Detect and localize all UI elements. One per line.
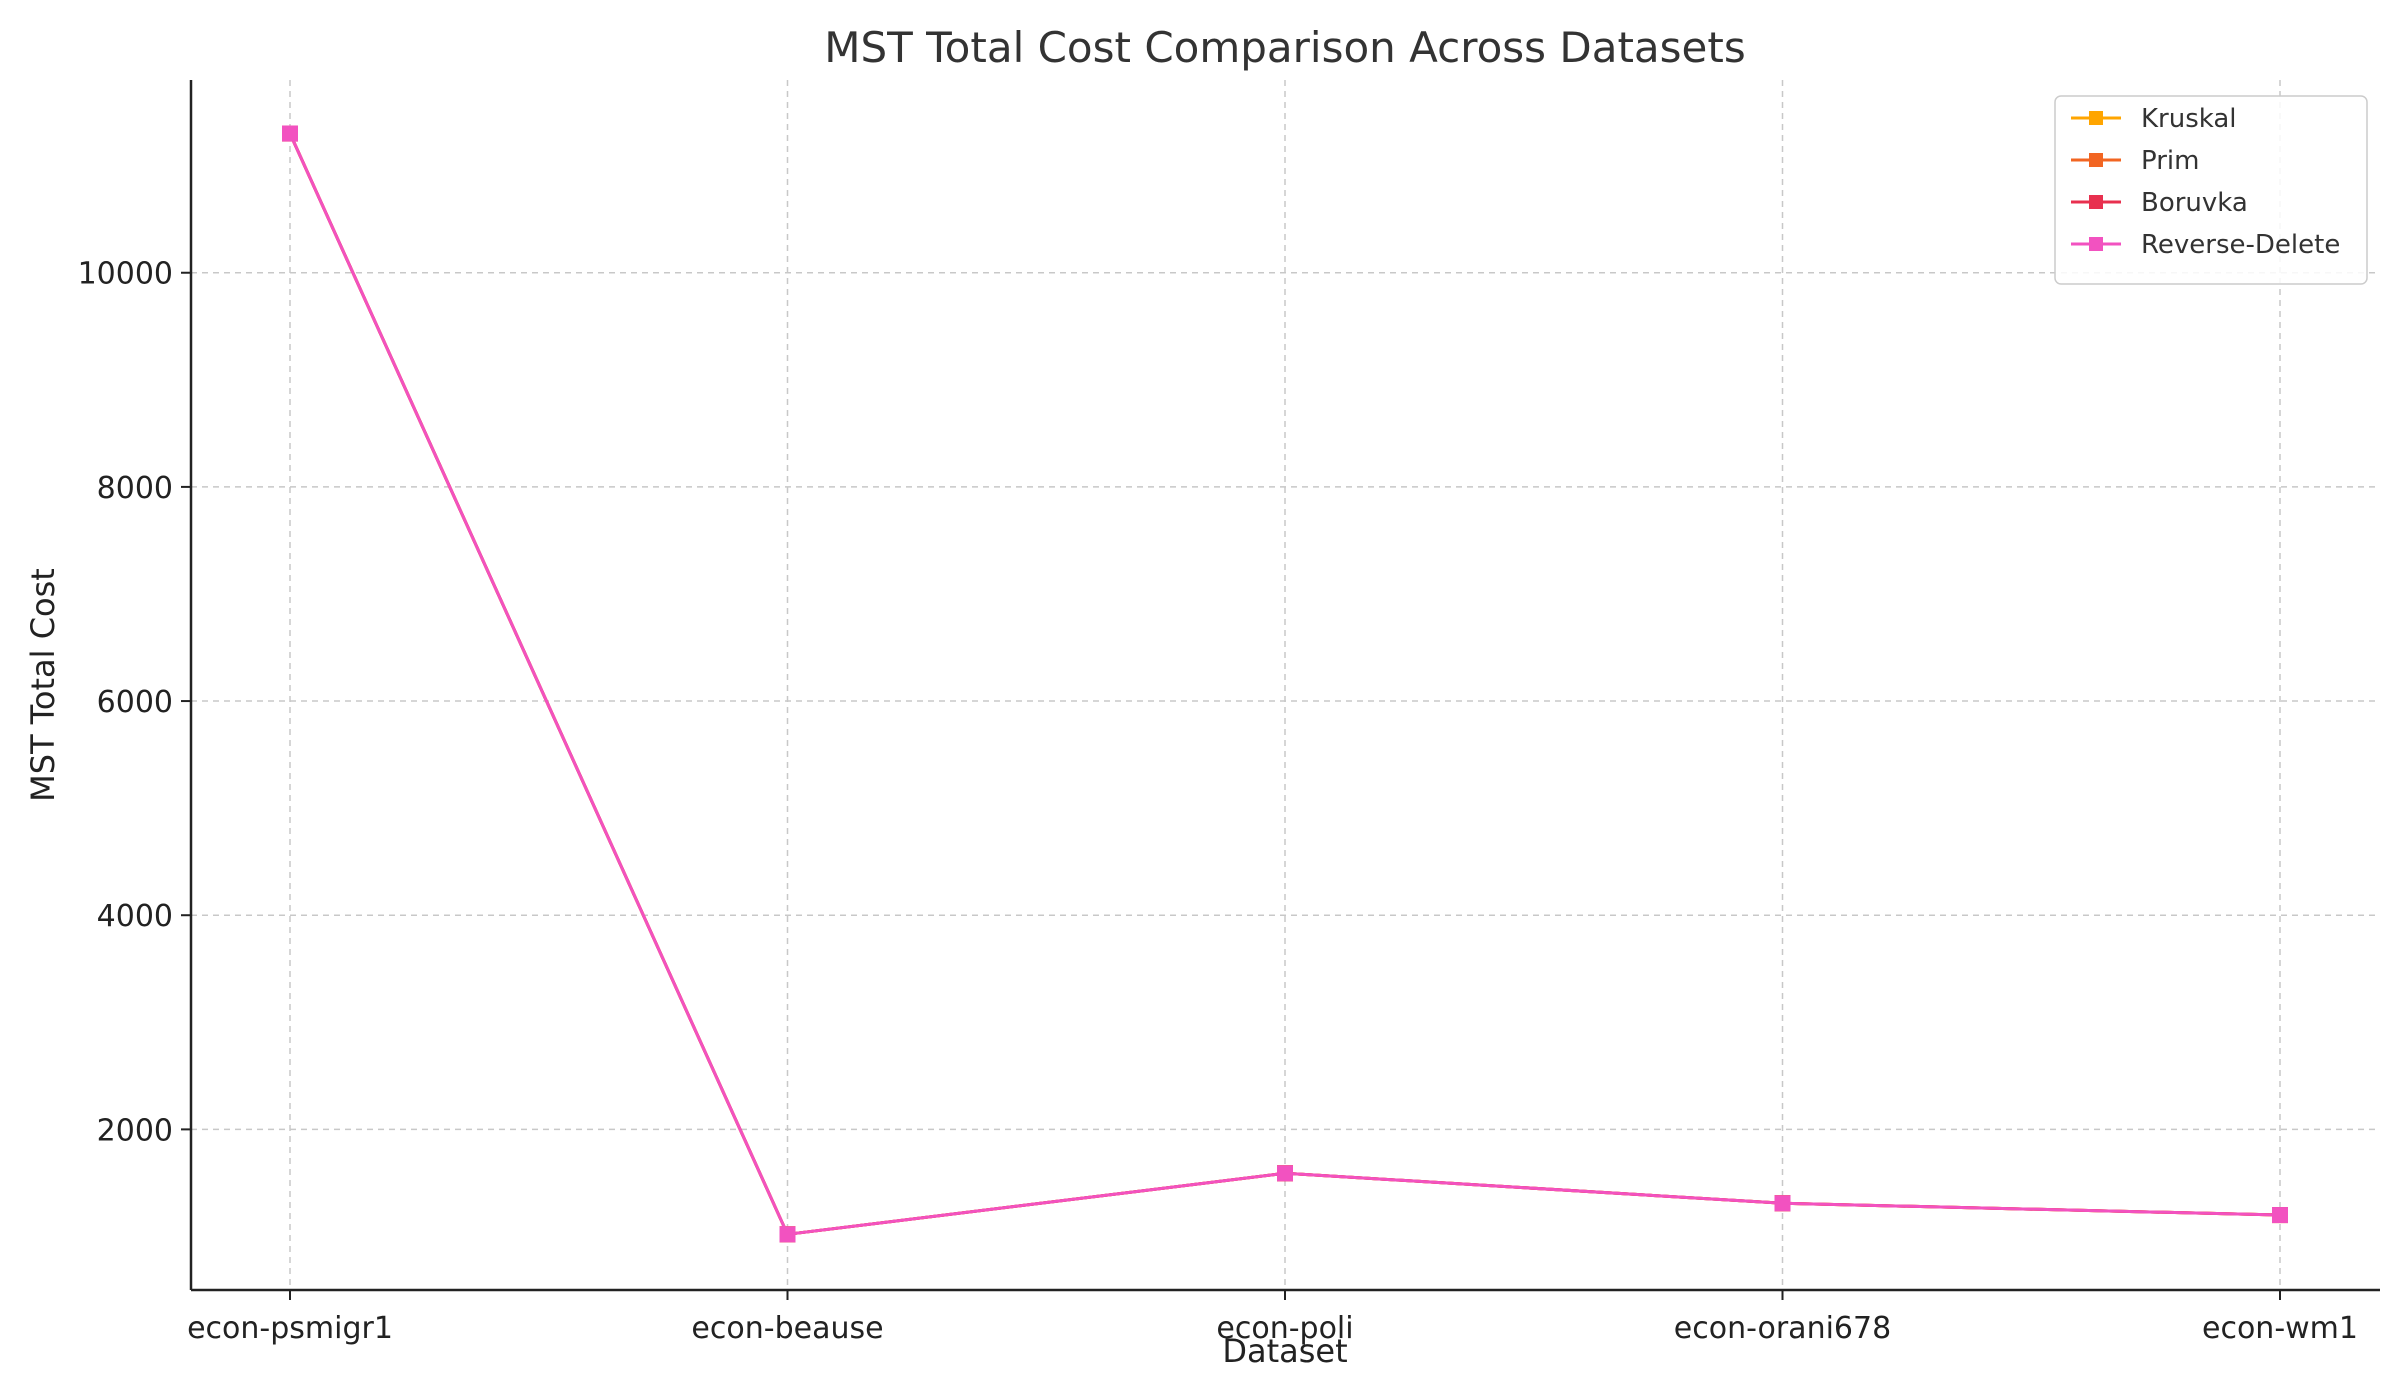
series-line bbox=[288, 132, 2281, 1236]
x-tick-label: econ-psmigr1 bbox=[187, 1311, 393, 1346]
data-point bbox=[2272, 1207, 2288, 1224]
data-point bbox=[1774, 1195, 1791, 1212]
series-line bbox=[288, 132, 2281, 1236]
legend-item: Reverse-Delete bbox=[2071, 230, 2340, 260]
x-tick-label: econ-orani678 bbox=[1674, 1311, 1891, 1346]
y-tick-label: 4000 bbox=[97, 899, 173, 934]
legend: Kruskal Prim Boruvka Reverse-Delete bbox=[2054, 95, 2368, 285]
legend-item: Prim bbox=[2071, 146, 2199, 176]
series-line bbox=[288, 132, 2281, 1236]
grid-layer bbox=[191, 80, 2380, 1290]
series-layer bbox=[282, 125, 2288, 1243]
y-tick-label: 8000 bbox=[97, 471, 173, 506]
x-axis-label: Dataset bbox=[1222, 1332, 1347, 1370]
y-tick-label: 6000 bbox=[97, 685, 173, 720]
axes-layer: econ-psmigr1 econ-beause econ-poli econ-ora… bbox=[78, 80, 2380, 1346]
series-reverse-delete bbox=[282, 125, 2288, 1243]
data-point bbox=[282, 125, 298, 142]
legend-marker bbox=[2089, 195, 2103, 209]
x-tick-label: econ-wm1 bbox=[2202, 1311, 2358, 1346]
legend-label: Boruvka bbox=[2141, 188, 2248, 218]
legend-item: Kruskal bbox=[2071, 104, 2237, 134]
legend-marker bbox=[2089, 111, 2103, 125]
legend-label: Kruskal bbox=[2141, 104, 2237, 134]
legend-marker bbox=[2089, 153, 2103, 167]
y-axis-label: MST Total Cost bbox=[24, 568, 62, 802]
data-point bbox=[779, 1226, 796, 1243]
legend-item: Boruvka bbox=[2071, 188, 2248, 218]
legend-label: Prim bbox=[2141, 146, 2199, 176]
y-tick-label: 10000 bbox=[78, 257, 173, 292]
y-tick-label: 2000 bbox=[97, 1113, 173, 1148]
legend-marker bbox=[2089, 237, 2103, 251]
x-tick-label: econ-poli bbox=[1216, 1311, 1353, 1346]
legend-label: Reverse-Delete bbox=[2141, 230, 2340, 260]
legend-frame bbox=[2054, 95, 2368, 285]
chart-title: MST Total Cost Comparison Across Dataset… bbox=[824, 23, 1745, 72]
x-tick-label: econ-beause bbox=[691, 1311, 883, 1346]
data-point bbox=[1277, 1165, 1293, 1182]
series-line bbox=[288, 132, 2281, 1236]
